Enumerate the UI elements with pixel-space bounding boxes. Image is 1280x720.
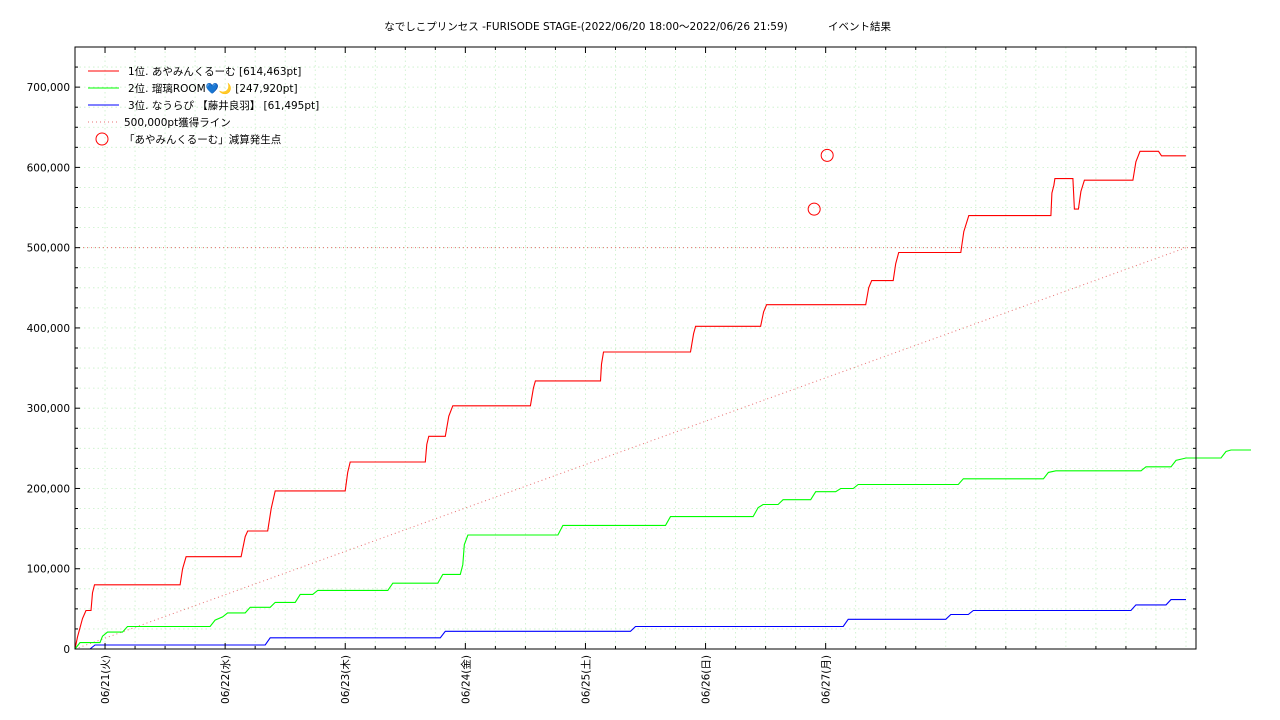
legend-label: 500,000pt獲得ライン: [124, 116, 231, 129]
chart-subtitle: イベント結果: [828, 20, 891, 33]
chart-title: なでしこプリンセス -FURISODE STAGE-(2022/06/20 18…: [384, 21, 787, 33]
threshold-pace-line: [74, 247, 1187, 650]
y-tick-label: 200,000: [27, 483, 70, 495]
axes: 0 100,000 200,000 300,000 400,000 500,000 600,…: [27, 47, 1196, 704]
x-tick-label: 06/26(日): [701, 655, 713, 704]
x-tick-label: 06/21(火): [100, 655, 112, 704]
legend-label: 1位. あやみんくるーむ [614,463pt]: [128, 65, 301, 78]
series-line-1: [74, 150, 1186, 650]
y-tick-label: 600,000: [27, 162, 70, 174]
decrement-marker: [807, 202, 821, 216]
threshold-line: [74, 247, 1196, 650]
y-tick-label: 300,000: [27, 403, 70, 415]
legend-label: 「あやみんくるーむ」減算発生点: [124, 133, 281, 146]
legend-label: 3位. なうらぴ 【藤井良羽】 [61,495pt]: [128, 99, 319, 112]
decrement-marker: [820, 148, 834, 162]
y-tick-label: 100,000: [27, 564, 70, 576]
legend: 1位. あやみんくるーむ [614,463pt] 2位. 瑠璃ROOM💙🌙 [24…: [88, 65, 319, 146]
legend-marker: [95, 132, 109, 146]
y-tick-label: 500,000: [27, 243, 70, 255]
x-tick-label: 06/23(木): [340, 655, 352, 704]
x-tick-label: 06/27(月): [821, 655, 833, 704]
x-tick-label: 06/24(金): [459, 655, 472, 704]
y-tick-label: 0: [63, 644, 70, 656]
grid: [75, 47, 1196, 649]
y-tick-label: 700,000: [27, 82, 70, 94]
legend-label: 2位. 瑠璃ROOM💙🌙 [247,920pt]: [128, 82, 298, 95]
series-line-3: [75, 599, 1186, 650]
series-line-2: [74, 449, 1251, 650]
series-layer: [74, 150, 1251, 650]
marker-layer: [807, 148, 834, 216]
x-tick-label: 06/25(土): [579, 655, 592, 704]
y-tick-label: 400,000: [27, 323, 70, 335]
x-tick-label: 06/22(水): [220, 655, 232, 704]
